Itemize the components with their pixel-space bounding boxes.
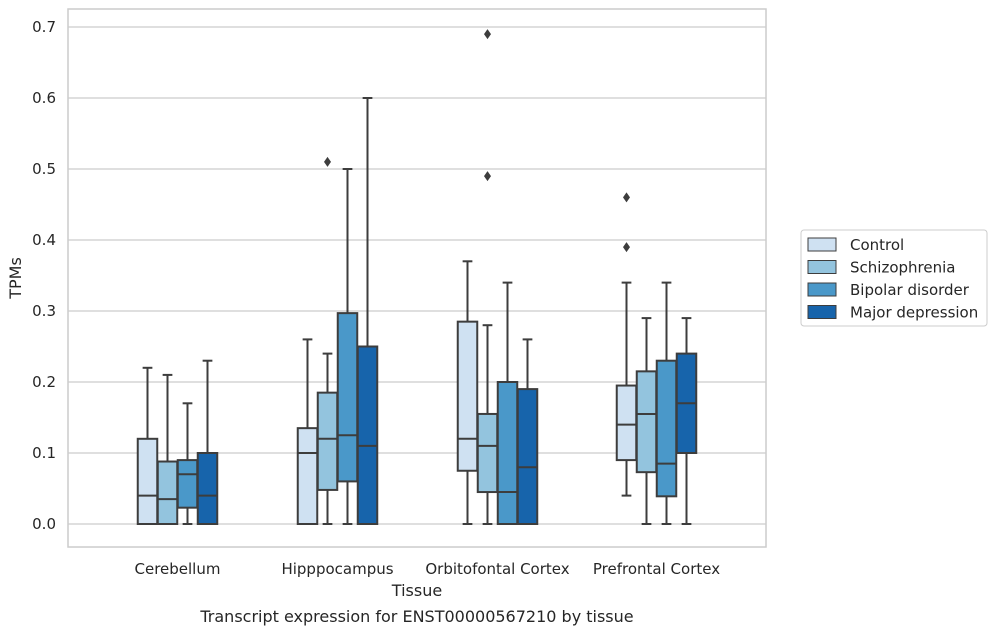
legend-swatch <box>807 282 837 297</box>
series-schizophrenia <box>156 29 658 525</box>
x-tick-label: Hipppocampus <box>281 560 393 578</box>
x-tick-labels: Cerebellum Hipppocampus Orbitofontal Corte… <box>135 560 721 578</box>
box-element <box>136 366 159 525</box>
box-element <box>456 260 479 525</box>
box-element <box>615 192 638 497</box>
boxes <box>136 29 698 525</box>
outlier-point <box>623 242 630 253</box>
box-iqr <box>655 359 678 498</box>
box-iqr <box>296 427 319 525</box>
box-iqr <box>496 381 519 525</box>
x-tick-label: Prefrontal Cortex <box>593 560 720 578</box>
legend-label: Control <box>850 236 904 254</box>
box-iqr <box>635 370 658 474</box>
legend: Control Schizophrenia Bipolar disorder Majo… <box>800 229 988 327</box>
box-iqr <box>356 345 379 525</box>
box-element <box>316 156 339 525</box>
x-tick-label: Cerebellum <box>135 560 221 578</box>
box-iqr <box>196 452 219 525</box>
series-bipolar-disorder <box>176 168 678 525</box>
chart-caption: Transcript expression for ENST0000056721… <box>199 607 633 626</box>
legend-item: Bipolar disorder <box>807 281 970 299</box>
box-element <box>336 168 359 525</box>
y-tick-label: 0.7 <box>32 18 56 36</box>
series-control <box>136 192 638 525</box>
box-element <box>635 317 658 525</box>
box-iqr <box>156 460 179 525</box>
y-tick-labels: 0.0 0.1 0.2 0.3 0.4 0.5 0.6 0.7 <box>32 18 56 533</box>
box-element <box>356 97 379 525</box>
y-tick-label: 0.3 <box>32 302 56 320</box>
y-tick-label: 0.5 <box>32 160 56 178</box>
box-element <box>496 281 519 525</box>
box-element <box>156 373 179 525</box>
y-tick-label: 0.6 <box>32 89 56 107</box>
box-element <box>476 29 499 525</box>
box-iqr <box>516 388 539 525</box>
box-iqr <box>316 391 339 491</box>
outlier-point <box>484 171 491 182</box>
box-element <box>655 281 678 525</box>
grid-lines <box>68 26 766 525</box>
box-iqr <box>336 312 359 483</box>
box-element <box>675 317 698 525</box>
legend-swatch <box>807 260 837 274</box>
y-tick-label: 0.4 <box>32 231 56 249</box>
box-iqr <box>476 412 499 494</box>
legend-swatch <box>807 305 837 319</box>
box-iqr <box>615 384 638 462</box>
box-element <box>196 359 219 525</box>
legend-item: Schizophrenia <box>807 259 955 277</box>
outlier-point <box>484 29 491 40</box>
legend-frame <box>800 229 988 327</box>
box-element <box>296 338 319 525</box>
x-axis-title: Tissue <box>391 581 442 600</box>
legend-label: Bipolar disorder <box>850 281 970 299</box>
outlier-point <box>324 156 331 167</box>
legend-item: Major depression <box>807 304 978 322</box>
box-iqr <box>136 437 159 525</box>
y-tick-label: 0.2 <box>32 373 56 391</box>
series-major-depression <box>196 97 698 525</box>
box-element <box>176 402 199 525</box>
box-element <box>516 338 539 525</box>
plot-frame <box>67 8 767 548</box>
y-tick-label: 0.1 <box>32 444 56 462</box>
y-tick-label: 0.0 <box>32 515 56 533</box>
legend-label: Major depression <box>850 304 978 322</box>
x-tick-label: Orbitofontal Cortex <box>425 560 569 578</box>
outlier-point <box>623 192 630 203</box>
legend-item: Control <box>807 236 904 254</box>
legend-label: Schizophrenia <box>850 259 955 277</box>
box-iqr <box>456 320 479 472</box>
legend-swatch <box>807 237 837 252</box>
box-iqr <box>176 459 199 509</box>
y-axis-title: TPMs <box>6 257 25 300</box>
